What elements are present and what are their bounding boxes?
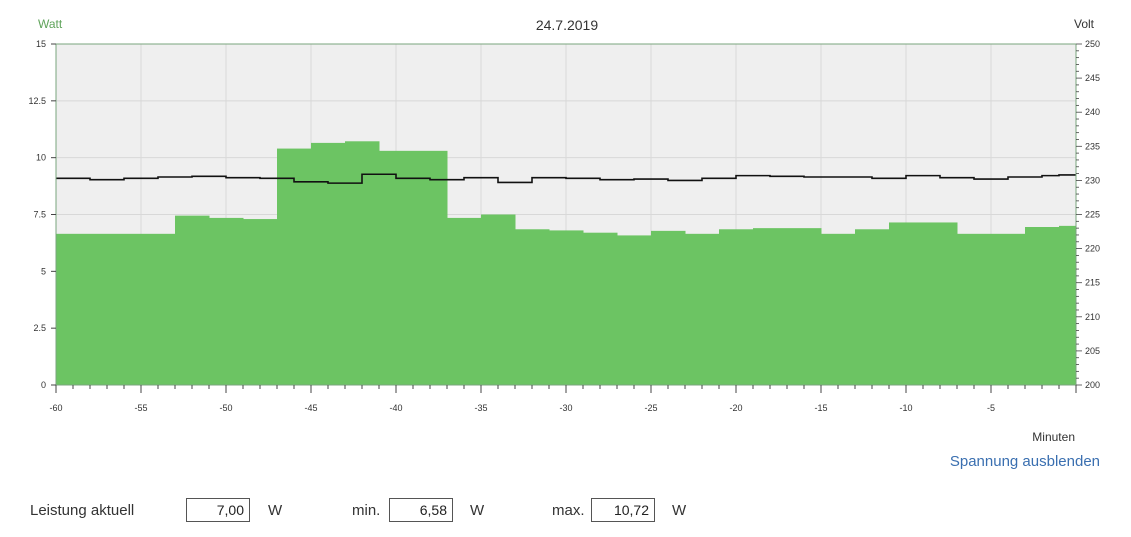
y-right-tick-label: 245 (1085, 73, 1100, 83)
power-bar (1059, 225, 1077, 385)
power-bar (957, 233, 1026, 385)
power-bar (753, 228, 822, 385)
power-bar (56, 233, 176, 385)
voltage-line-path (56, 173, 1076, 184)
voltage-series (56, 173, 1076, 184)
y-right-tick-label: 225 (1085, 210, 1100, 220)
x-axis-label: Minuten (1032, 430, 1075, 444)
power-bar (481, 214, 516, 385)
axes: -60 -55 -50 -45 -40 -35 -30 -25 -20 -15 -10 -502.55… (28, 39, 1100, 413)
y-right-tick-label: 250 (1085, 39, 1100, 49)
power-bar (515, 229, 550, 385)
power-bar (583, 232, 618, 385)
power-bar (855, 229, 890, 385)
x-tick-label: -40 (389, 403, 402, 413)
y-right-tick-label: 230 (1085, 175, 1100, 185)
x-tick-label: -45 (304, 403, 317, 413)
power-bar (277, 148, 312, 385)
right-axis-label: Volt (1074, 17, 1095, 31)
x-tick-label: -60 (49, 403, 62, 413)
current-power-unit: W (268, 502, 283, 519)
power-bar (821, 233, 856, 385)
x-tick-label: -25 (644, 403, 657, 413)
y-left-tick-label: 5 (41, 266, 46, 276)
y-left-tick-label: 0 (41, 380, 46, 390)
x-tick-label: -30 (559, 403, 572, 413)
toggle-voltage-link[interactable]: Spannung ausblenden (949, 453, 1100, 470)
power-bar (243, 219, 278, 385)
power-bar (379, 150, 448, 385)
y-left-tick-label: 7.5 (33, 210, 46, 220)
y-right-tick-label: 215 (1085, 278, 1100, 288)
y-right-tick-label: 220 (1085, 244, 1100, 254)
y-left-tick-label: 10 (36, 153, 46, 163)
power-bar (719, 229, 754, 385)
y-right-tick-label: 210 (1085, 312, 1100, 322)
y-right-tick-label: 200 (1085, 380, 1100, 390)
x-tick-label: -10 (899, 403, 912, 413)
max-power-unit: W (672, 502, 687, 519)
power-bar (889, 222, 958, 385)
power-bar (311, 142, 346, 385)
power-voltage-chart: -60 -55 -50 -45 -40 -35 -30 -25 -20 -15 -10 -502.55… (28, 17, 1100, 444)
x-tick-label: -50 (219, 403, 232, 413)
power-bar (447, 217, 482, 385)
power-bar (549, 230, 584, 385)
y-right-tick-label: 235 (1085, 141, 1100, 151)
chart-title: 24.7.2019 (536, 17, 598, 33)
power-bar (1025, 227, 1060, 385)
x-tick-label: -20 (729, 403, 742, 413)
min-power-field[interactable]: 6,58 (389, 498, 453, 522)
power-bar (175, 215, 210, 385)
x-tick-label: -55 (134, 403, 147, 413)
x-tick-label: -15 (814, 403, 827, 413)
current-power-field[interactable]: 7,00 (186, 498, 250, 522)
x-tick-label: -35 (474, 403, 487, 413)
min-power-label: min. (352, 502, 381, 519)
current-power-label: Leistung aktuell (30, 502, 135, 519)
y-left-tick-label: 12.5 (28, 96, 46, 106)
x-tick-label: -5 (987, 403, 995, 413)
y-right-tick-label: 205 (1085, 346, 1100, 356)
min-power-unit: W (470, 502, 485, 519)
power-series (56, 141, 1077, 385)
max-power-label: max. (552, 502, 585, 519)
y-left-tick-label: 15 (36, 39, 46, 49)
y-left-tick-label: 2.5 (33, 323, 46, 333)
power-bar (651, 230, 686, 385)
left-axis-label: Watt (38, 17, 63, 31)
power-bar (209, 217, 244, 385)
power-bar (685, 233, 720, 385)
max-power-field[interactable]: 10,72 (591, 498, 655, 522)
power-bar (617, 235, 652, 385)
y-right-tick-label: 240 (1085, 107, 1100, 117)
